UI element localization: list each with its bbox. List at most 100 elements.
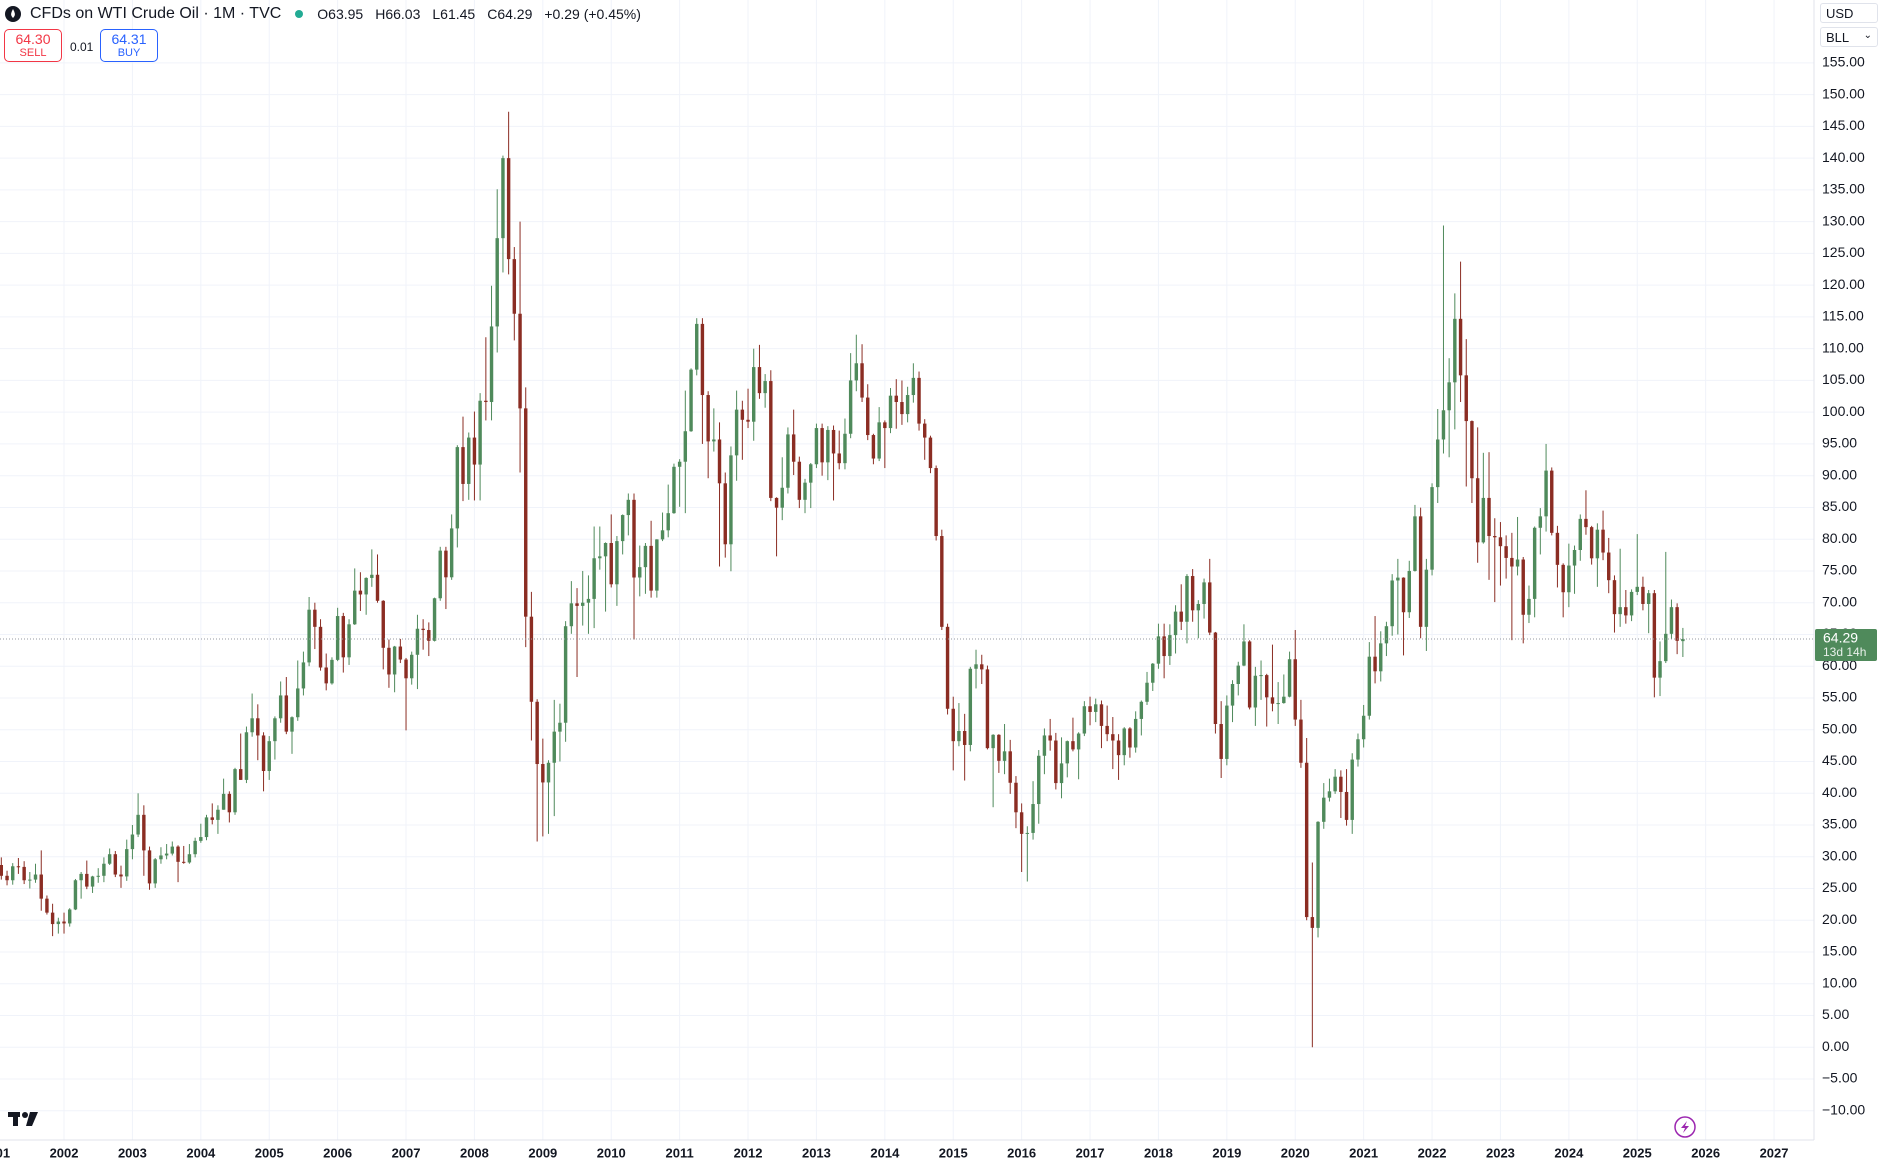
currency-select[interactable]: USD xyxy=(1820,3,1878,23)
candle-body xyxy=(1265,675,1269,698)
x-tick-label: 2024 xyxy=(1554,1145,1584,1160)
candle-body xyxy=(227,793,232,813)
candle-body xyxy=(871,435,876,459)
candle-body xyxy=(1002,751,1007,761)
sell-button[interactable]: 64.30 SELL xyxy=(4,29,62,62)
candle-body xyxy=(752,367,756,422)
candle-body xyxy=(1538,516,1543,528)
candle-body xyxy=(928,437,933,469)
candle-body xyxy=(1401,577,1406,613)
y-tick-label: 25.00 xyxy=(1822,879,1857,895)
candle-body xyxy=(1578,518,1582,550)
candle-body xyxy=(284,695,289,732)
symbol-title[interactable]: CFDs on WTI Crude Oil · 1M · TVC xyxy=(30,5,282,22)
candle-body xyxy=(905,395,910,415)
candle-body xyxy=(364,577,368,595)
candle-body xyxy=(1219,724,1223,759)
candle-body xyxy=(1669,607,1674,634)
candle-body xyxy=(1122,728,1126,756)
candle-body xyxy=(1213,632,1218,725)
candle-body xyxy=(79,873,83,881)
symbol-icon xyxy=(5,6,21,22)
candle-body xyxy=(261,735,266,772)
candle-body xyxy=(119,874,123,877)
y-tick-label: 130.00 xyxy=(1822,212,1865,228)
candle-body xyxy=(1344,791,1349,820)
candle-body xyxy=(1065,741,1069,764)
candle-body xyxy=(358,590,363,595)
candle-body xyxy=(478,400,482,465)
candle-body xyxy=(1099,704,1104,726)
candle-body xyxy=(974,664,978,669)
candle-body xyxy=(370,574,374,578)
y-tick-label: 135.00 xyxy=(1822,181,1865,197)
x-tick-label: 2002 xyxy=(50,1145,79,1160)
candle-body xyxy=(0,865,4,876)
candle-body xyxy=(1356,739,1360,760)
y-tick-label: 150.00 xyxy=(1822,85,1865,101)
candle-body xyxy=(615,541,619,585)
candle-body xyxy=(330,659,334,684)
candle-body xyxy=(1048,735,1052,741)
candle-body xyxy=(489,326,494,403)
candle-body xyxy=(1561,564,1565,593)
candle-body xyxy=(1544,470,1548,517)
candle-body xyxy=(238,769,243,780)
y-tick-label: 30.00 xyxy=(1822,847,1857,863)
lightning-icon[interactable] xyxy=(1674,1116,1696,1138)
y-tick-label: 115.00 xyxy=(1822,308,1864,324)
candle-body xyxy=(136,814,140,835)
candle-body xyxy=(159,855,163,860)
countdown: 13d 14h xyxy=(1823,645,1866,659)
candle-body xyxy=(1327,791,1332,798)
y-tick-label: 95.00 xyxy=(1822,435,1857,451)
candle-body xyxy=(1572,549,1577,566)
candle-body xyxy=(991,734,995,749)
candle-body xyxy=(216,809,220,820)
sell-price: 64.30 xyxy=(15,31,51,47)
candle-body xyxy=(313,609,317,627)
candle-body xyxy=(757,367,762,394)
candle-body xyxy=(1014,782,1018,813)
candle-body xyxy=(1361,715,1366,740)
candle-body xyxy=(45,898,49,913)
buy-button[interactable]: 64.31 BUY xyxy=(100,29,158,62)
y-tick-label: 70.00 xyxy=(1822,593,1857,609)
candle-body xyxy=(1447,382,1451,411)
candle-body xyxy=(1664,633,1668,662)
candle-body xyxy=(1367,656,1372,716)
candle-body xyxy=(609,543,613,585)
candle-body xyxy=(11,866,15,881)
candle-body xyxy=(1196,603,1201,611)
last-price-label: 64.29 xyxy=(1823,630,1858,646)
candle-body xyxy=(962,730,967,745)
y-tick-label: 5.00 xyxy=(1822,1006,1849,1022)
x-tick-label: 2006 xyxy=(323,1145,352,1160)
candle-body xyxy=(67,909,72,924)
candle-body xyxy=(278,695,283,719)
candle-body xyxy=(1293,659,1297,720)
candle-body xyxy=(1418,516,1423,627)
candle-body xyxy=(5,875,9,881)
candle-body xyxy=(73,880,78,910)
candle-body xyxy=(153,859,157,884)
candle-body xyxy=(85,873,89,887)
y-tick-label: 50.00 xyxy=(1822,720,1857,736)
unit-select[interactable]: BLL ⌄ xyxy=(1820,27,1878,47)
candle-body xyxy=(820,428,824,463)
candle-body xyxy=(1493,536,1497,538)
candle-body xyxy=(90,876,95,887)
y-tick-label: 40.00 xyxy=(1822,784,1857,800)
x-tick-label: 2009 xyxy=(528,1145,557,1160)
candle-body xyxy=(723,483,727,545)
candle-body xyxy=(1128,728,1132,748)
candle-body xyxy=(1681,638,1685,642)
candle-body xyxy=(1390,580,1394,627)
candle-body xyxy=(130,834,135,850)
candle-body xyxy=(1373,656,1377,672)
y-tick-label: 140.00 xyxy=(1822,149,1865,165)
candle-body xyxy=(746,419,750,422)
candle-body xyxy=(888,395,893,429)
y-tick-label: 100.00 xyxy=(1822,403,1865,419)
candle-body xyxy=(1601,529,1605,553)
